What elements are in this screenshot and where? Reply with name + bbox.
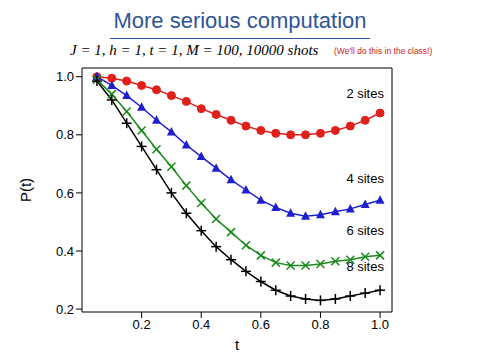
svg-text:1.0: 1.0 bbox=[56, 69, 74, 84]
svg-text:6 sites: 6 sites bbox=[346, 223, 384, 238]
svg-text:0.2: 0.2 bbox=[56, 302, 74, 317]
html-text:J = 1, h = 1, t = 1, M = 100,: J = 1, h = 1, t = 1, M = 100, 10000 shot… bbox=[70, 42, 319, 58]
svg-text:0.2: 0.2 bbox=[133, 317, 151, 332]
svg-text:8 sites: 8 sites bbox=[346, 259, 384, 274]
svg-text:P(t): P(t) bbox=[17, 178, 34, 202]
svg-text:0.8: 0.8 bbox=[311, 317, 329, 332]
svg-text:0.6: 0.6 bbox=[252, 317, 270, 332]
svg-text:0.4: 0.4 bbox=[56, 244, 74, 259]
svg-text:0.4: 0.4 bbox=[192, 317, 210, 332]
svg-text:2 sites: 2 sites bbox=[346, 86, 384, 101]
html-text:More serious computation: More serious computation bbox=[113, 8, 367, 33]
svg-text:1.0: 1.0 bbox=[371, 317, 389, 332]
svg-text:t: t bbox=[235, 336, 240, 353]
html-text:(We'll do this in the class!): (We'll do this in the class!) bbox=[334, 46, 433, 56]
svg-text:4 sites: 4 sites bbox=[346, 171, 384, 186]
svg-text:0.8: 0.8 bbox=[56, 127, 74, 142]
svg-text:0.6: 0.6 bbox=[56, 186, 74, 201]
